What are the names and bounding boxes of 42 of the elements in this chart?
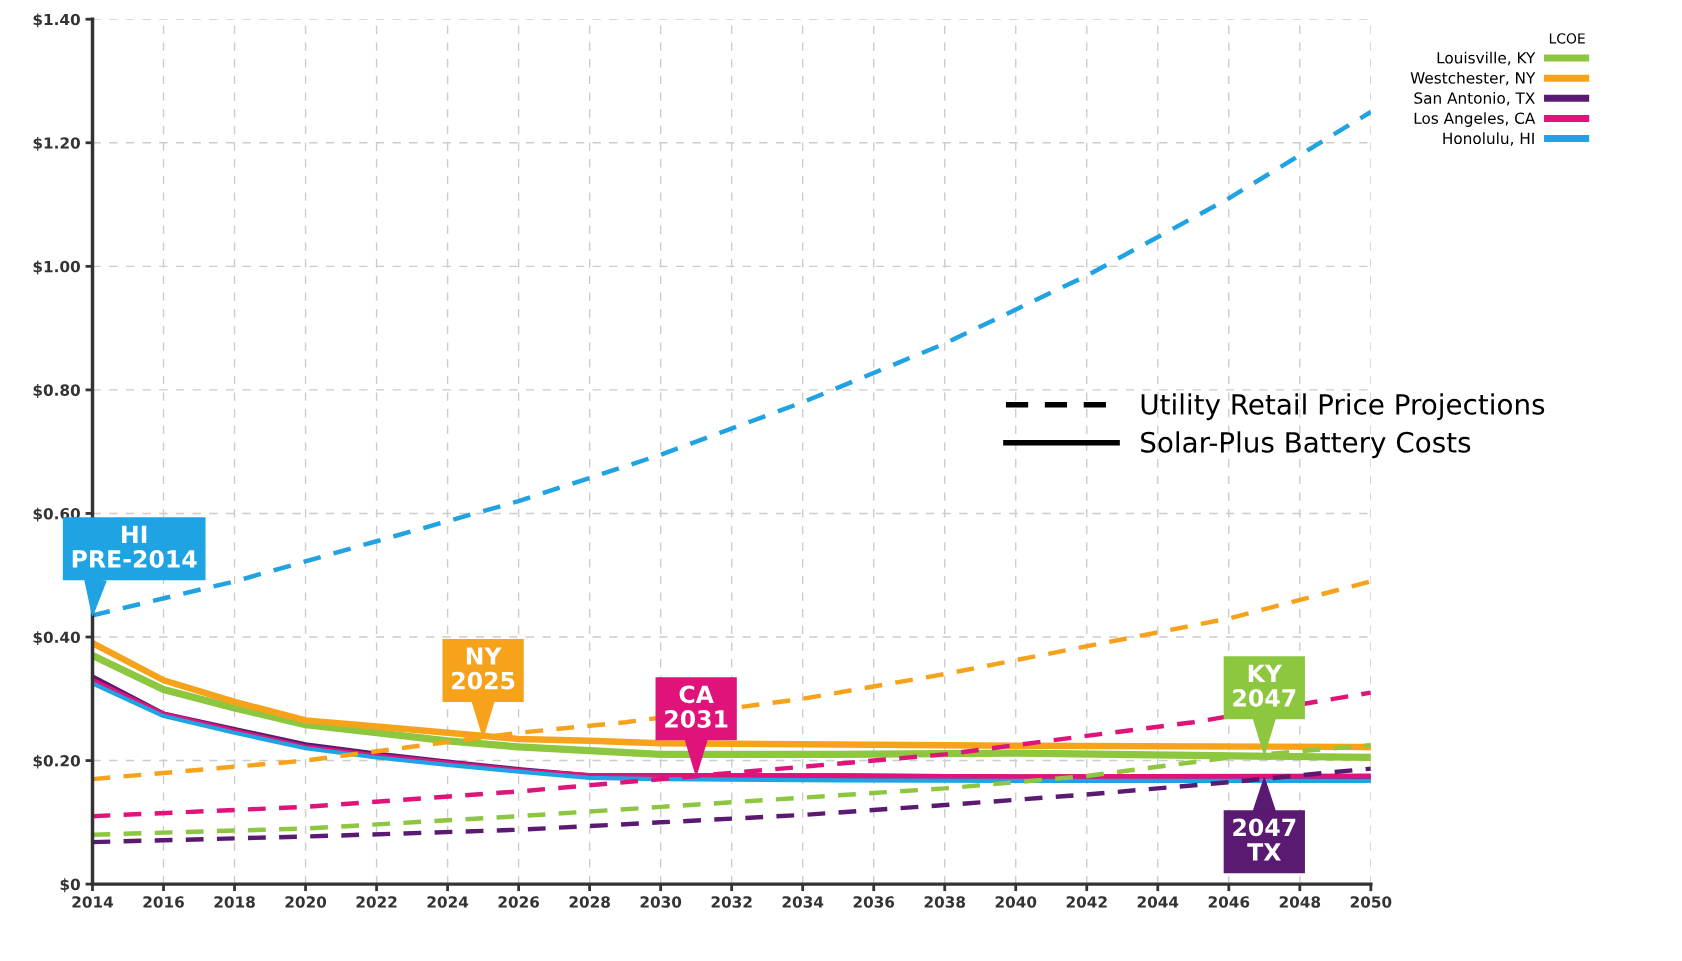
x-tick-label: 2022 — [356, 896, 397, 908]
annotation: NY 2025 — [452, 647, 515, 690]
y-tick-label: $1.00 — [33, 260, 80, 275]
annotation: HI PRE-2014 — [72, 525, 197, 568]
y-tick-label: $1.20 — [33, 136, 80, 151]
line-series — [92, 766, 1371, 845]
x-tick-label: 2038 — [924, 896, 966, 908]
annotation: KY 2047 — [1233, 664, 1296, 707]
x-tick-label: 2042 — [1066, 896, 1107, 908]
legend-label: Louisville, KY — [1437, 51, 1536, 66]
legend-title: LCOE — [1549, 33, 1585, 44]
x-tick-label: 2046 — [1208, 896, 1250, 908]
x-tick-label: 2050 — [1350, 896, 1392, 908]
legend-label: Honolulu, HI — [1443, 132, 1534, 146]
annotation: Utility Retail Price Projections — [1141, 393, 1545, 421]
annotation: CA 2031 — [665, 685, 728, 728]
legend-label: Los Angeles, CA — [1414, 112, 1536, 127]
y-tick-label: $0 — [60, 878, 80, 893]
x-tick-label: 2020 — [285, 896, 327, 908]
y-tick-label: $0.40 — [33, 631, 80, 646]
legend-label: San Antonio, TX — [1414, 92, 1535, 106]
x-tick-label: 2028 — [569, 896, 610, 908]
x-tick-label: 2026 — [498, 896, 540, 908]
line-series — [92, 579, 1371, 782]
x-tick-label: 2044 — [1137, 896, 1179, 908]
x-tick-label: 2016 — [143, 896, 184, 908]
x-tick-label: 2032 — [711, 896, 752, 908]
x-tick-label: 2014 — [72, 896, 114, 908]
x-tick-label: 2036 — [853, 896, 895, 908]
y-tick-label: $0.20 — [33, 754, 80, 769]
x-tick-label: 2040 — [995, 896, 1037, 908]
y-tick-label: $0.80 — [33, 384, 80, 398]
y-tick-label: $1.40 — [33, 13, 80, 28]
x-tick-label: 2048 — [1279, 896, 1321, 908]
legend-label: Westchester, NY — [1410, 71, 1536, 86]
annotation: 2047 TX — [1233, 818, 1296, 861]
x-tick-label: 2034 — [782, 896, 824, 908]
x-tick-label: 2018 — [214, 896, 255, 908]
y-tick-label: $0.60 — [33, 507, 80, 522]
x-tick-label: 2024 — [427, 896, 469, 908]
annotation: Solar-Plus Battery Costs — [1141, 431, 1471, 459]
x-tick-label: 2030 — [640, 896, 682, 908]
